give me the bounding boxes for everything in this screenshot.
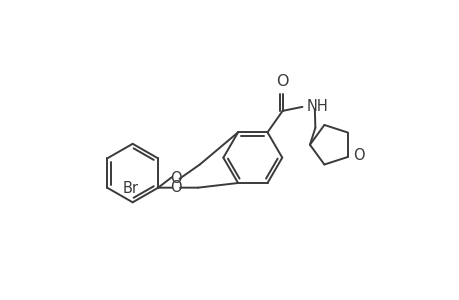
Text: O: O xyxy=(276,74,288,89)
Text: O: O xyxy=(353,148,364,163)
Text: O: O xyxy=(170,180,182,195)
Text: O: O xyxy=(169,170,181,185)
Text: Br: Br xyxy=(123,181,139,196)
Text: NH: NH xyxy=(306,99,327,114)
